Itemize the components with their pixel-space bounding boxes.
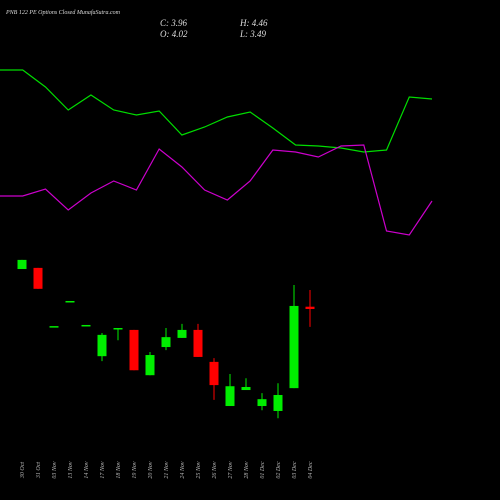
x-tick-label: 02 Dec [276, 461, 282, 478]
x-tick-label: 27 Nov [228, 461, 234, 479]
x-tick-label: 24 Nov [179, 461, 186, 479]
x-tick-label: 31 Oct [36, 462, 42, 479]
candle-body [241, 386, 251, 391]
chart-title: PNB 122 PE Options Closed MunafaSutra.co… [5, 9, 121, 16]
low-readout: L: 3.49 [239, 29, 267, 39]
open-readout: O: 4.02 [160, 29, 188, 39]
candle-body [209, 361, 219, 386]
close-readout: C: 3.96 [160, 18, 188, 28]
x-tick-label: 01 Dec [260, 461, 266, 478]
candle-body [97, 334, 107, 357]
candle-body [161, 337, 171, 348]
candle-body [17, 259, 27, 270]
high-readout: H: 4.46 [239, 18, 268, 28]
x-tick-label: 21 Nov [164, 461, 170, 479]
x-tick-label: 25 Nov [196, 461, 202, 479]
x-tick-label: 19 Nov [132, 461, 138, 479]
candle-body [289, 305, 299, 389]
candle-body [113, 328, 123, 330]
indicator-line [0, 144, 433, 236]
x-tick-label: 17 Nov [100, 461, 106, 479]
candle-body [257, 399, 267, 407]
candle-body [305, 306, 315, 309]
x-tick-label: 13 Nov [68, 461, 74, 479]
candle-body [81, 324, 91, 327]
x-tick-label: 20 Nov [148, 461, 154, 479]
x-tick-label: 14 Nov [83, 461, 90, 479]
candle-body [129, 329, 139, 371]
candle-body [33, 267, 43, 289]
candle-body [273, 394, 283, 411]
candle-body [225, 386, 235, 407]
candle-body [65, 300, 75, 303]
candle-body [145, 355, 155, 376]
x-tick-label: 28 Nov [244, 461, 250, 479]
candle-body [49, 326, 59, 328]
x-tick-label: 18 Nov [116, 461, 122, 479]
x-tick-label: 04 Dec [307, 461, 314, 478]
x-tick-label: 03 Dec [292, 461, 298, 478]
indicator-line [0, 69, 433, 153]
candle-body [193, 329, 203, 357]
x-tick-label: 03 Nov [52, 461, 58, 479]
x-tick-label: 30 Oct [20, 462, 26, 479]
x-tick-label: 26 Nov [212, 461, 218, 479]
candle-body [177, 329, 187, 338]
